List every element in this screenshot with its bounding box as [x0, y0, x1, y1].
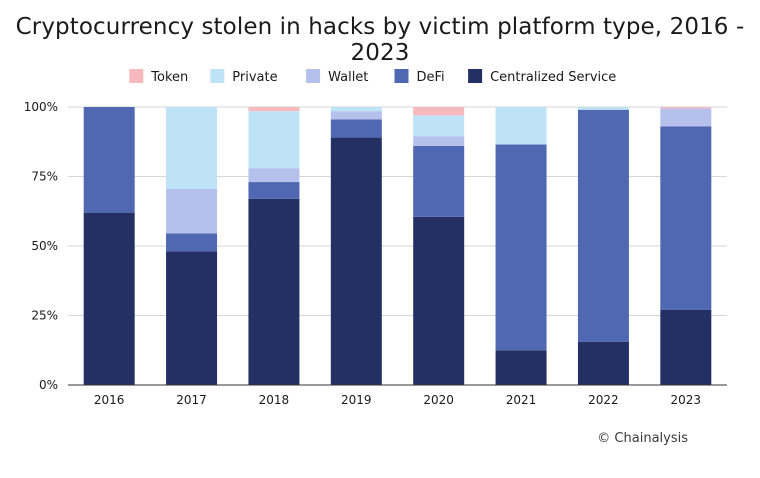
x-tick-label-2016: 2016 — [94, 393, 125, 407]
legend-label-token: Token — [150, 70, 188, 85]
bar-2020-token — [413, 107, 465, 116]
source-credit: © Chainalysis — [597, 431, 688, 446]
legend-swatch-defi — [394, 69, 409, 83]
bar-2022-defi — [577, 109, 629, 342]
legend-item-token: Token — [129, 69, 188, 85]
x-tick-label-2019: 2019 — [341, 393, 372, 407]
y-tick-label: 25% — [31, 309, 58, 323]
y-tick-label: 0% — [39, 378, 58, 392]
bars — [83, 107, 712, 385]
bar-2022-centralized-service — [577, 341, 629, 385]
bar-2018-defi — [248, 182, 300, 199]
bar-2022-private — [577, 107, 629, 110]
bar-2019-defi — [330, 119, 382, 138]
legend-swatch-wallet — [306, 69, 321, 83]
x-tick-label-2021: 2021 — [506, 393, 537, 407]
x-tick-label-2018: 2018 — [259, 393, 290, 407]
bar-2023-token — [660, 107, 712, 109]
bar-2017-centralized-service — [166, 251, 218, 385]
legend-label-private: Private — [232, 70, 277, 85]
bar-2020-centralized-service — [413, 216, 465, 385]
legend-swatch-centralized-service — [468, 69, 483, 83]
bar-2020-defi — [413, 145, 465, 217]
y-axis-ticks: 0% 25% 50% 75% 100% — [24, 100, 58, 392]
x-tick-label-2017: 2017 — [176, 393, 207, 407]
x-tick-label-2022: 2022 — [588, 393, 619, 407]
bar-2018-centralized-service — [248, 198, 300, 385]
legend-label-defi: DeFi — [417, 70, 445, 85]
bar-2019-private — [330, 107, 382, 112]
bar-2018-private — [248, 111, 300, 169]
y-tick-label: 100% — [24, 100, 58, 114]
bar-2021-private — [495, 107, 547, 145]
x-tick-label-2020: 2020 — [423, 393, 454, 407]
legend: Token Private Wallet DeFi Centralized Servic… — [129, 69, 616, 85]
bar-2023-centralized-service — [660, 309, 712, 385]
bar-2021-defi — [495, 144, 547, 351]
legend-item-centralized-service: Centralized Service — [468, 69, 616, 85]
bar-2020-private — [413, 115, 465, 137]
bar-2017-wallet — [166, 189, 218, 234]
y-tick-label: 75% — [31, 170, 58, 184]
bar-2016-defi — [83, 107, 135, 213]
legend-label-centralized-service: Centralized Service — [490, 70, 616, 85]
bar-2019-centralized-service — [330, 137, 382, 385]
bar-2023-wallet — [660, 108, 712, 127]
bar-2019-wallet — [330, 111, 382, 120]
bar-2018-wallet — [248, 168, 300, 183]
x-axis-ticks: 2016 2017 2018 2019 2020 2021 2022 2023 — [94, 393, 701, 407]
x-tick-label-2023: 2023 — [671, 393, 702, 407]
legend-swatch-token — [129, 69, 144, 83]
legend-item-private: Private — [210, 69, 278, 85]
bar-2018-token — [248, 107, 300, 112]
bar-2020-wallet — [413, 136, 465, 146]
bar-2017-defi — [166, 233, 218, 252]
bar-2016-centralized-service — [83, 212, 135, 385]
legend-item-defi: DeFi — [394, 69, 445, 85]
bar-2017-private — [166, 107, 218, 190]
y-tick-label: 50% — [31, 239, 58, 253]
bar-2021-centralized-service — [495, 350, 547, 385]
legend-swatch-private — [210, 69, 225, 83]
bar-2023-defi — [660, 126, 712, 310]
legend-item-wallet: Wallet — [306, 69, 368, 85]
legend-label-wallet: Wallet — [328, 70, 368, 85]
chart-title: Cryptocurrency stolen in hacks by victim… — [15, 14, 745, 66]
